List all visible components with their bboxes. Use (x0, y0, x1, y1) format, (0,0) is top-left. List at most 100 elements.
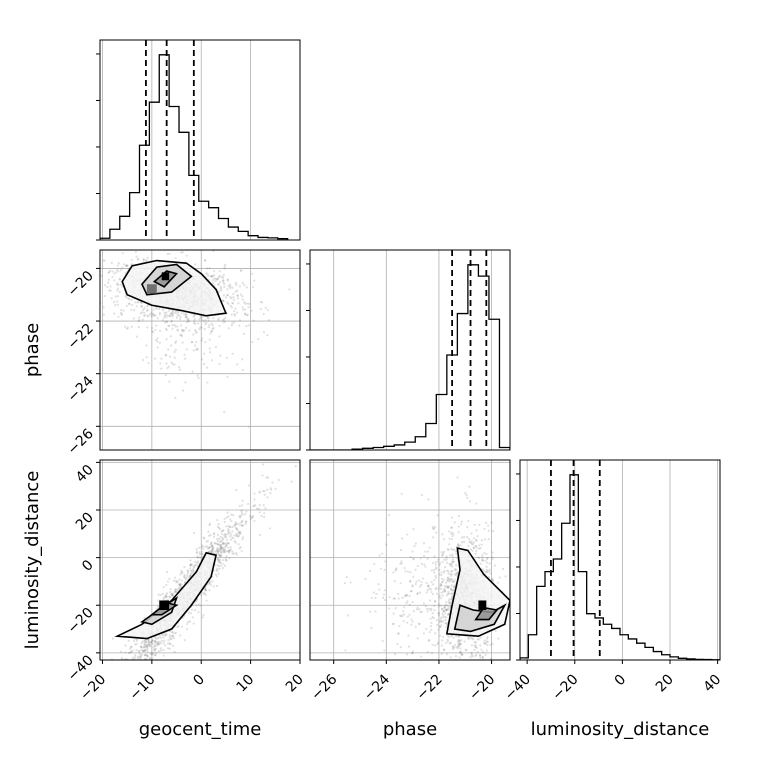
sample-point (102, 703, 104, 705)
sample-point (236, 297, 239, 300)
sample-point (192, 321, 196, 325)
sample-point (216, 549, 219, 552)
sample-point (122, 309, 125, 312)
sample-point (135, 642, 138, 645)
sample-point (228, 283, 232, 286)
sample-point (455, 573, 458, 576)
sample-point (231, 286, 234, 289)
sample-point (444, 581, 448, 584)
sample-point (116, 282, 119, 285)
sample-point (399, 646, 402, 649)
sample-point (176, 312, 179, 315)
sample-point (147, 655, 150, 658)
sample-point (236, 311, 239, 314)
sample-point (451, 555, 454, 558)
sample-point (216, 519, 219, 522)
sample-point (134, 643, 137, 646)
sample-point (120, 313, 124, 316)
sample-point (418, 623, 421, 626)
sample-point (168, 591, 172, 594)
sample-point (164, 596, 168, 599)
sample-point (208, 545, 211, 549)
sample-point (215, 549, 218, 553)
sample-point (226, 375, 229, 378)
sample-point (214, 280, 217, 283)
sample-point (407, 645, 411, 648)
sample-point (136, 258, 140, 261)
sample-point (434, 576, 438, 579)
sample-point (137, 668, 139, 670)
sample-point (449, 572, 452, 575)
sample-point (266, 334, 269, 337)
sample-point (464, 648, 467, 651)
sample-point (374, 610, 377, 613)
sample-point (229, 285, 232, 288)
sample-point (219, 555, 222, 558)
sample-point (400, 560, 403, 563)
sample-point (189, 564, 193, 567)
sample-point (236, 535, 239, 538)
sample-point (171, 363, 174, 366)
sample-point (230, 519, 233, 523)
sample-point (222, 321, 225, 324)
sample-point (481, 559, 485, 562)
sample-point (199, 316, 202, 319)
sample-point (208, 267, 211, 270)
sample-point (203, 259, 207, 262)
sample-point (145, 356, 148, 359)
sample-point (439, 618, 442, 621)
sample-point (216, 558, 219, 561)
sample-point (474, 645, 478, 649)
sample-point (475, 646, 478, 649)
sample-point (185, 348, 188, 351)
sample-point (420, 580, 423, 584)
sample-point (470, 532, 473, 535)
sample-point (485, 561, 489, 564)
sample-point (485, 565, 488, 568)
geocent_time-vs-phase-panel (100, 250, 291, 428)
sample-point (452, 646, 455, 649)
sample-point (186, 318, 189, 321)
sample-point (224, 557, 227, 561)
sample-point (436, 623, 439, 627)
sample-point (223, 520, 226, 524)
sample-point (457, 642, 460, 646)
sample-point (217, 526, 221, 530)
sample-point (443, 585, 447, 588)
sample-point (437, 612, 440, 615)
sample-point (443, 590, 447, 593)
sample-point (151, 642, 155, 645)
sample-point (224, 535, 227, 538)
sample-point (208, 581, 211, 584)
sample-point (466, 496, 469, 499)
sample-point (436, 642, 439, 646)
sample-point (405, 653, 409, 656)
sample-point (239, 514, 242, 517)
sample-point (181, 330, 184, 333)
sample-point (191, 563, 194, 566)
sample-point (481, 651, 485, 654)
sample-point (226, 511, 229, 514)
sample-point (238, 324, 241, 327)
phase-histogram (310, 250, 510, 450)
sample-point (491, 578, 494, 582)
sample-point (485, 640, 488, 643)
sample-point (482, 570, 485, 573)
sample-point (228, 550, 231, 553)
sample-point (449, 563, 452, 566)
sample-point (220, 530, 223, 533)
sample-point (434, 632, 437, 635)
sample-point (154, 653, 157, 657)
sample-point (124, 271, 127, 275)
sample-point (234, 314, 237, 317)
sample-point (455, 550, 458, 553)
sample-point (224, 536, 228, 539)
sample-point (454, 569, 457, 572)
sample-point (445, 641, 448, 644)
sample-point (237, 543, 240, 546)
sample-point (112, 690, 114, 692)
sample-point (474, 544, 477, 548)
sample-point (102, 259, 105, 262)
sample-point (159, 362, 162, 365)
sample-point (185, 254, 188, 257)
